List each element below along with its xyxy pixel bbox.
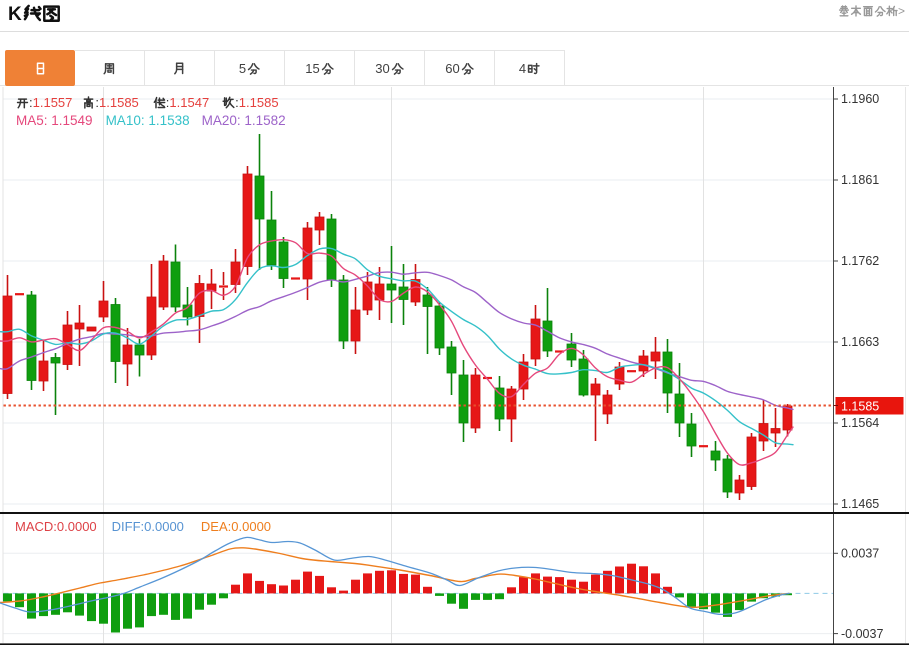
svg-text:1.1762: 1.1762 xyxy=(841,254,879,268)
svg-text:1.1960: 1.1960 xyxy=(841,92,879,106)
svg-text:1.1585: 1.1585 xyxy=(841,399,879,413)
svg-text:1.1465: 1.1465 xyxy=(841,497,879,511)
svg-text:1.1564: 1.1564 xyxy=(841,416,879,430)
svg-text:0.0037: 0.0037 xyxy=(841,547,879,561)
svg-text:-0.0037: -0.0037 xyxy=(841,627,883,641)
svg-text:1.1861: 1.1861 xyxy=(841,173,879,187)
svg-text:1.1663: 1.1663 xyxy=(841,335,879,349)
